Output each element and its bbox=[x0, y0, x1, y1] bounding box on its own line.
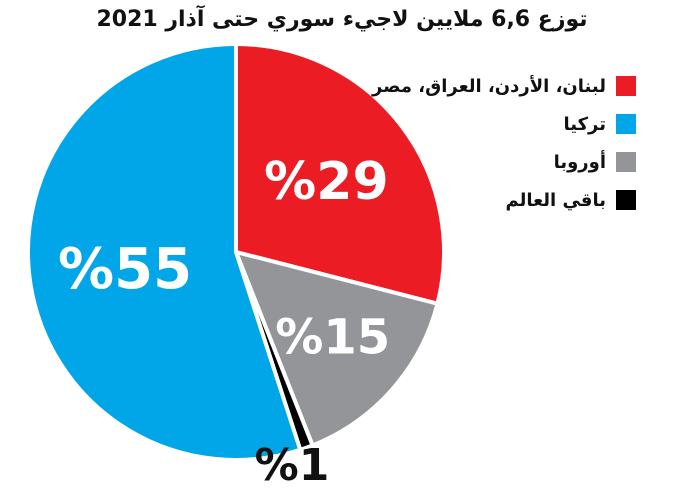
pie-slice-europe bbox=[234, 250, 440, 448]
pie-slice-levant bbox=[234, 42, 446, 306]
pie-value-label-levant: %29 bbox=[264, 152, 388, 212]
legend-swatch-levant bbox=[616, 76, 636, 96]
legend-swatch-europe bbox=[616, 152, 636, 172]
legend-item-turkey: تركيا bbox=[336, 113, 636, 135]
chart-title: توزع 6,6 ملايين لاجيء سوري حتى آذار 2021 bbox=[96, 7, 588, 32]
pie-value-label-europe: %15 bbox=[275, 309, 390, 365]
legend-label-levant: لبنان، الأردن، العراق، مصر bbox=[371, 75, 606, 97]
legend-swatch-turkey bbox=[616, 114, 636, 134]
pie-value-labels: %29 %15 %1 %55 bbox=[58, 152, 390, 491]
legend-item-levant: لبنان، الأردن، العراق، مصر bbox=[336, 75, 636, 97]
legend-item-europe: أوروبا bbox=[336, 151, 636, 173]
legend-label-rest-of-world: باقي العالم bbox=[505, 189, 606, 211]
pie-slices bbox=[26, 42, 446, 462]
pie-slice-turkey bbox=[26, 42, 303, 462]
legend-label-turkey: تركيا bbox=[563, 113, 606, 135]
pie-value-label-turkey: %55 bbox=[58, 237, 192, 302]
legend-item-rest-of-world: باقي العالم bbox=[336, 189, 636, 211]
legend: لبنان، الأردن، العراق، مصر تركيا أوروبا … bbox=[336, 76, 636, 228]
pie-value-label-rest-of-world: %1 bbox=[255, 440, 330, 491]
legend-swatch-rest-of-world bbox=[616, 190, 636, 210]
legend-label-europe: أوروبا bbox=[553, 151, 606, 173]
